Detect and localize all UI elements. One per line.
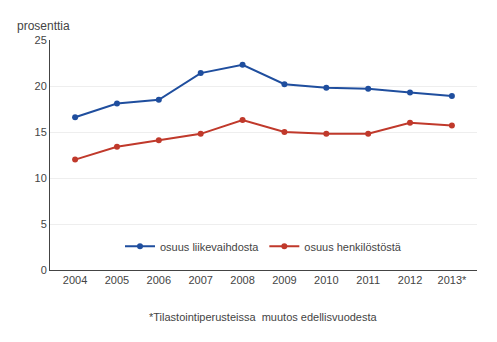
svg-text:15: 15	[35, 126, 47, 138]
svg-text:2004: 2004	[63, 274, 87, 286]
svg-text:osuus liikevaihdosta: osuus liikevaihdosta	[160, 241, 259, 253]
svg-text:0: 0	[41, 264, 47, 276]
svg-text:5: 5	[41, 218, 47, 230]
svg-text:25: 25	[35, 34, 47, 46]
svg-text:2010: 2010	[314, 274, 338, 286]
svg-text:2009: 2009	[272, 274, 296, 286]
svg-text:2013*: 2013*	[438, 274, 467, 286]
svg-text:2006: 2006	[147, 274, 171, 286]
svg-text:2012: 2012	[398, 274, 422, 286]
svg-text:20: 20	[35, 80, 47, 92]
svg-text:*Tilastointiperusteissa muuto: *Tilastointiperusteissa muutos edellisvu…	[149, 311, 378, 323]
svg-text:2007: 2007	[188, 274, 212, 286]
svg-text:10: 10	[35, 172, 47, 184]
svg-text:prosenttia: prosenttia	[17, 19, 70, 33]
svg-text:osuus henkilöstöstä: osuus henkilöstöstä	[304, 241, 401, 253]
svg-text:2011: 2011	[356, 274, 380, 286]
svg-text:2005: 2005	[105, 274, 129, 286]
svg-text:2008: 2008	[230, 274, 254, 286]
